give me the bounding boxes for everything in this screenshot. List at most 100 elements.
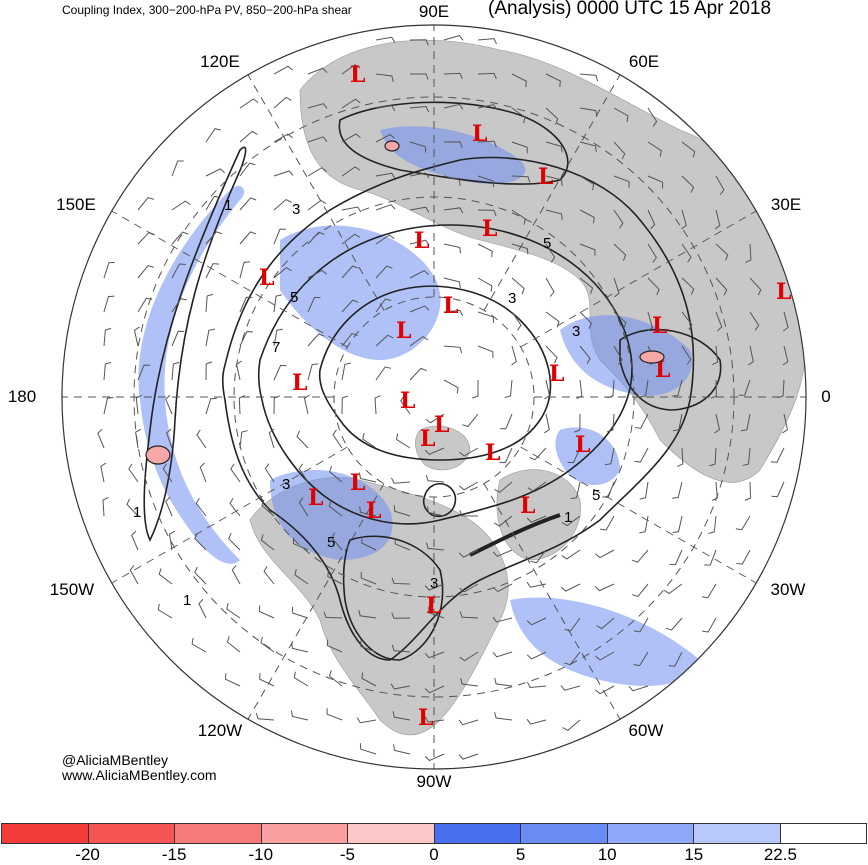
lon-label-180: 180 <box>7 387 37 406</box>
wind-barb <box>409 239 430 246</box>
wind-barb <box>561 549 581 560</box>
wind-barb <box>477 209 497 217</box>
wind-barb <box>494 515 513 527</box>
wind-barb <box>613 209 624 229</box>
wind-barb <box>268 428 275 449</box>
coupling-max-spot <box>384 140 400 152</box>
low-marker: L <box>482 216 497 242</box>
wind-barb <box>613 243 627 261</box>
wind-barb <box>574 413 581 433</box>
low-marker: L <box>575 432 590 458</box>
contour-loop-west <box>143 146 247 542</box>
wind-barb <box>425 474 445 483</box>
colorbar-segment <box>175 824 262 843</box>
meridian-line <box>483 483 621 720</box>
map-title: (Analysis) 0000 UTC 15 Apr 2018 <box>488 0 772 19</box>
wind-barb <box>681 141 696 158</box>
wind-barb <box>711 481 718 502</box>
wind-barb <box>745 243 752 263</box>
wind-barb <box>492 549 513 557</box>
colorbar-tick-label: -15 <box>161 845 187 864</box>
wind-barb <box>426 542 445 551</box>
wind-barb <box>545 107 559 125</box>
wind-barb <box>545 141 563 153</box>
wind-barb <box>375 334 394 347</box>
wind-barb <box>409 270 430 279</box>
wind-barb <box>458 549 479 558</box>
credit-website: www.AliciaMBentley.com <box>62 767 217 783</box>
map-border <box>61 24 807 770</box>
wind-barb <box>409 172 430 179</box>
wind-barb <box>205 263 220 279</box>
wind-barb <box>103 361 112 381</box>
colorbar-segment <box>521 824 608 843</box>
wind-barb <box>511 345 517 366</box>
wind-barb <box>579 345 591 364</box>
wind-barb <box>273 198 292 211</box>
colorbar-tick-label: 0 <box>429 845 439 864</box>
low-marker: L <box>308 485 323 511</box>
wind-barb <box>239 331 253 347</box>
wind-barb <box>328 670 343 687</box>
wind-barb <box>391 577 411 585</box>
wind-barb <box>443 141 463 148</box>
wind-barb <box>195 497 207 517</box>
wind-barb <box>443 243 462 254</box>
wind-barb <box>97 428 105 449</box>
wind-barb <box>647 107 658 127</box>
wind-barb <box>494 712 513 721</box>
wind-barb <box>738 379 751 396</box>
shade-central <box>280 225 441 360</box>
wind-barb <box>165 394 173 415</box>
meridian-line <box>111 210 348 348</box>
coupling-max-spot <box>639 350 665 364</box>
contour-label: 3 <box>282 476 290 493</box>
contour-jet-arc <box>469 513 561 557</box>
wind-barb <box>511 175 531 183</box>
wind-barb <box>239 231 257 245</box>
wind-barb <box>205 328 215 347</box>
wind-barb <box>459 447 479 457</box>
wind-barb <box>570 481 581 500</box>
map-subtitle: Coupling Index, 300−200-hPa PV, 850−200-… <box>62 3 352 17</box>
contour-label: 3 <box>508 290 516 307</box>
wind-barb <box>633 617 649 633</box>
wind-barb <box>375 234 395 245</box>
wind-barb <box>443 345 463 354</box>
wind-barb <box>391 612 411 619</box>
lon-label-90w: 90W <box>416 772 452 791</box>
wind-barb <box>736 549 751 565</box>
wind-barb <box>594 583 615 592</box>
wind-barb <box>526 581 547 588</box>
wind-barb <box>326 708 343 721</box>
contour-loop-south <box>342 535 444 661</box>
contour-label: 1 <box>133 504 141 521</box>
wind-barb <box>504 379 513 399</box>
wind-barb <box>239 430 248 449</box>
wind-barb <box>133 326 140 347</box>
wind-barb <box>647 243 657 263</box>
low-marker: L <box>538 164 553 190</box>
wind-barb <box>472 379 479 399</box>
wind-barb <box>409 105 430 113</box>
wind-barb <box>157 603 173 619</box>
wind-barb <box>194 532 207 551</box>
meridian-line <box>247 483 385 720</box>
wind-barb <box>360 571 377 585</box>
lon-label-150e: 150E <box>56 195 96 214</box>
wind-barb <box>647 175 664 189</box>
wind-barb <box>273 267 292 279</box>
wind-barb <box>326 639 343 653</box>
wind-barb <box>273 364 287 381</box>
wind-barb <box>239 98 259 109</box>
wind-barb <box>681 277 695 295</box>
wind-barb <box>424 651 445 659</box>
wind-barb <box>360 640 377 653</box>
wind-barb <box>341 166 361 177</box>
wind-barb <box>307 167 327 177</box>
coupling-max-spot <box>145 445 171 465</box>
wind-barb <box>375 36 396 43</box>
wind-barb <box>158 568 173 585</box>
wind-barb <box>168 530 175 551</box>
wind-barb <box>239 296 253 313</box>
